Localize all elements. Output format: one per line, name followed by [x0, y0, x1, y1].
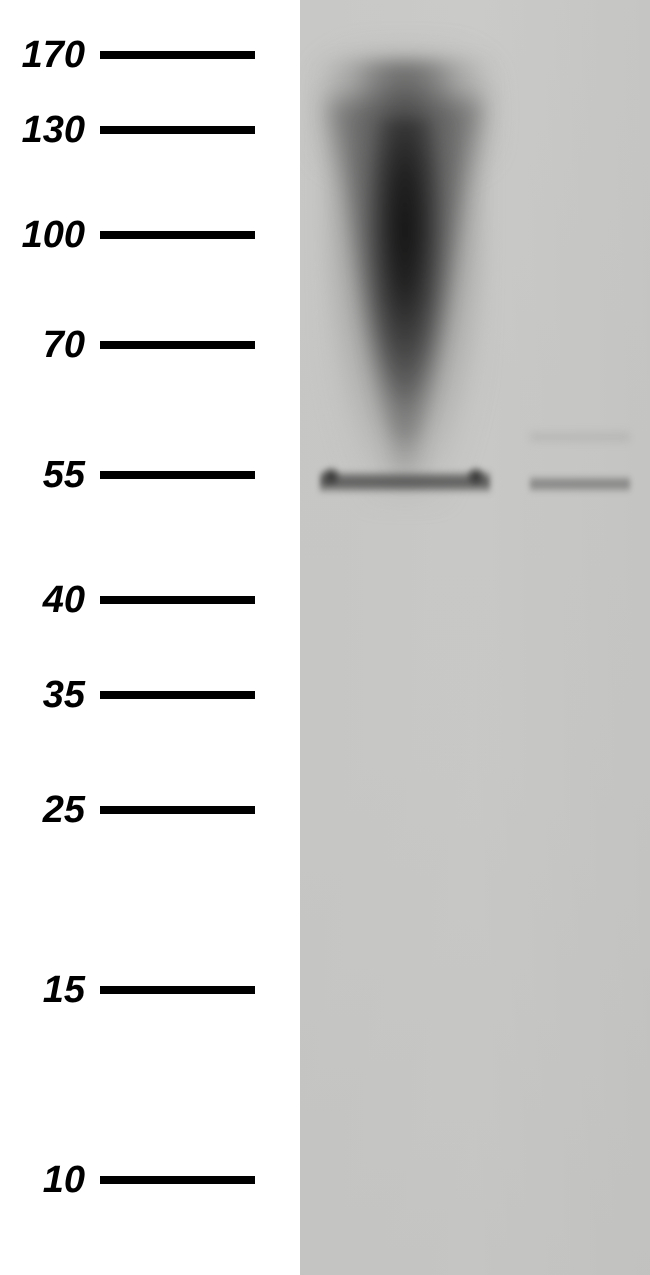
marker-70: 70 [0, 325, 255, 365]
marker-label-25: 25 [0, 789, 100, 832]
marker-170: 170 [0, 35, 255, 75]
marker-line-170 [100, 51, 255, 59]
marker-line-10 [100, 1176, 255, 1184]
marker-label-130: 130 [0, 109, 100, 152]
marker-55: 55 [0, 455, 255, 495]
marker-25: 25 [0, 790, 255, 830]
marker-line-25 [100, 806, 255, 814]
marker-100: 100 [0, 215, 255, 255]
marker-line-55 [100, 471, 255, 479]
marker-40: 40 [0, 580, 255, 620]
marker-label-100: 100 [0, 214, 100, 257]
marker-130: 130 [0, 110, 255, 150]
marker-label-55: 55 [0, 454, 100, 497]
marker-label-170: 170 [0, 34, 100, 77]
marker-label-10: 10 [0, 1159, 100, 1202]
marker-35: 35 [0, 675, 255, 715]
marker-15: 15 [0, 970, 255, 1010]
blot-background-gradient [300, 0, 650, 1275]
marker-label-70: 70 [0, 324, 100, 367]
marker-label-40: 40 [0, 579, 100, 622]
marker-label-35: 35 [0, 674, 100, 717]
marker-label-15: 15 [0, 969, 100, 1012]
marker-10: 10 [0, 1160, 255, 1200]
marker-line-35 [100, 691, 255, 699]
western-blot-container: 170 130 100 70 55 40 35 25 15 10 [0, 0, 650, 1275]
blot-membrane [300, 0, 650, 1275]
marker-line-100 [100, 231, 255, 239]
marker-line-40 [100, 596, 255, 604]
marker-line-70 [100, 341, 255, 349]
marker-line-15 [100, 986, 255, 994]
marker-line-130 [100, 126, 255, 134]
